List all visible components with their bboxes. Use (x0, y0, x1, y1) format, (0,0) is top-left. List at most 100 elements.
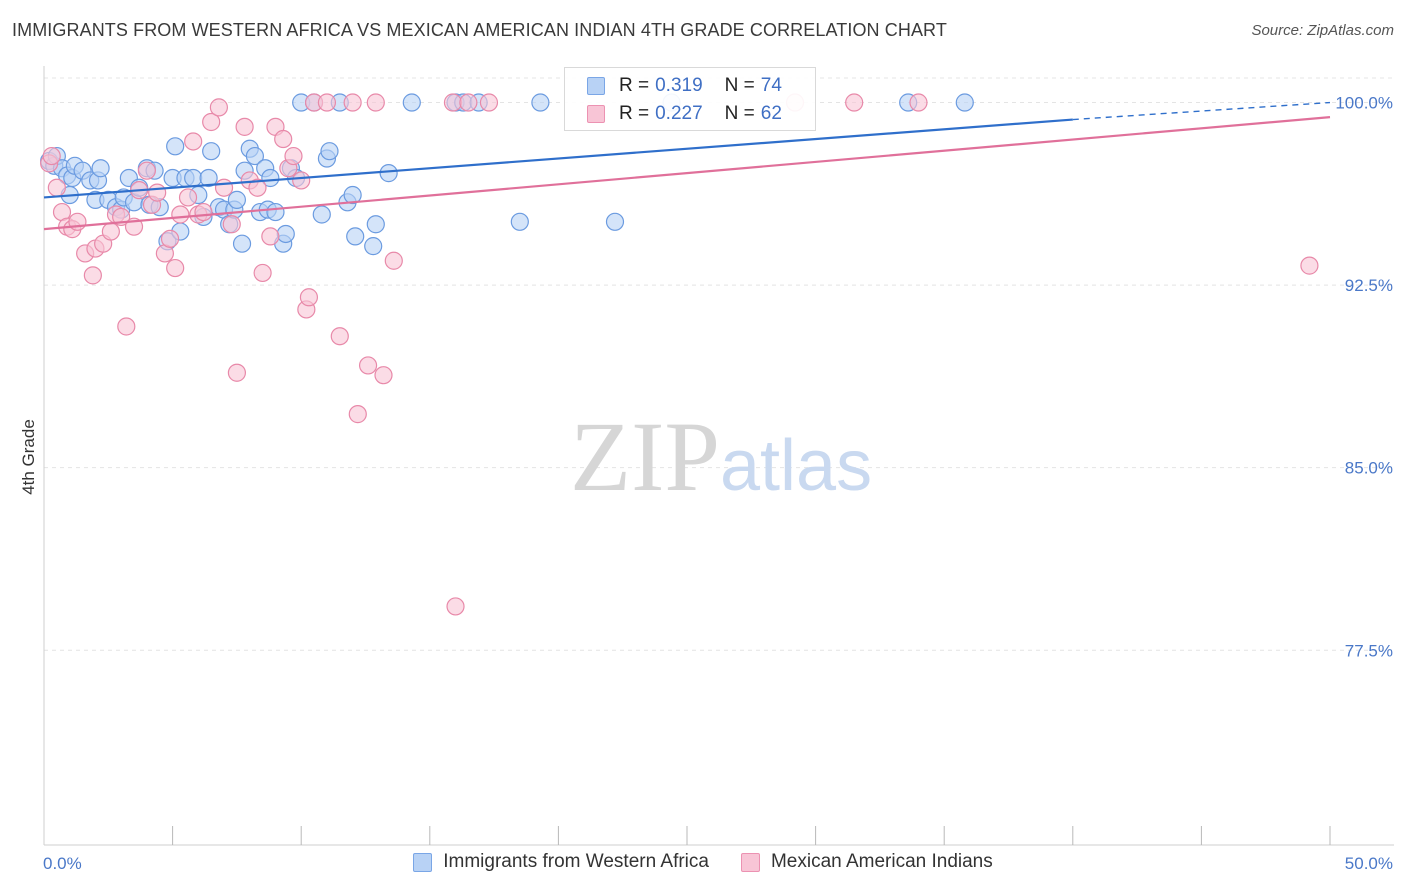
watermark-zip: ZIP (570, 401, 720, 512)
data-point (330, 327, 349, 346)
data-point (42, 146, 61, 166)
legend-swatch-blue (413, 852, 433, 872)
source-label: Source: ZipAtlas.com (1251, 22, 1394, 39)
data-point (227, 190, 246, 209)
legend-item-mexican-american-indians[interactable]: Mexican American Indians (740, 851, 993, 873)
series-mexican-american-indians (40, 93, 1319, 616)
data-point (245, 146, 265, 166)
data-point (605, 212, 625, 231)
data-point (178, 188, 198, 207)
legend-label: Immigrants from Western Africa (443, 851, 709, 872)
data-point (160, 229, 180, 248)
data-point (184, 168, 203, 188)
legend-n-value: 62 (760, 103, 782, 124)
data-point (184, 132, 203, 151)
data-point (320, 142, 339, 161)
data-point (443, 93, 463, 112)
data-point (366, 93, 385, 112)
data-point (202, 112, 221, 132)
data-point (202, 142, 221, 161)
y-tick-label: 92.5% (1345, 276, 1393, 295)
legend-r-value: 0.227 (655, 103, 703, 124)
data-point (137, 161, 156, 180)
data-point (955, 93, 974, 112)
y-tick-label: 77.5% (1345, 641, 1393, 660)
legend-n-value: 74 (760, 75, 782, 96)
data-point (343, 93, 362, 112)
data-point (348, 405, 367, 424)
legend-swatch-pink (587, 105, 605, 123)
data-point (274, 129, 293, 149)
trend-line-mexican-american-indians (43, 116, 1331, 231)
data-point (845, 93, 864, 112)
legend-item-western-africa[interactable]: Immigrants from Western Africa (413, 851, 709, 873)
data-point (199, 168, 218, 188)
legend-r-value: 0.319 (655, 75, 703, 96)
data-point (194, 202, 213, 222)
data-point (366, 215, 385, 234)
data-point (299, 288, 319, 307)
tick-labels: 100.0% 92.5% 85.0% 77.5% 0.0% 50.0% (43, 94, 1393, 873)
data-point (312, 205, 331, 224)
data-point (47, 178, 66, 197)
legend-n-label: N = (724, 75, 755, 96)
data-point (343, 185, 362, 205)
data-point (358, 356, 378, 375)
data-point (235, 117, 254, 136)
data-point (276, 224, 295, 244)
trend-line-western-africa (43, 118, 1073, 199)
data-point (266, 202, 285, 222)
data-point (166, 258, 185, 278)
data-point (101, 222, 120, 241)
chart-title: IMMIGRANTS FROM WESTERN AFRICA VS MEXICA… (12, 20, 947, 40)
data-point (261, 168, 280, 188)
series-western-africa (40, 93, 974, 256)
legend-row-western-africa: R = 0.319 N = 74 (587, 73, 782, 99)
data-point (232, 234, 252, 253)
data-point (222, 215, 241, 234)
data-point (284, 146, 303, 166)
legend-n-label: N = (724, 103, 755, 124)
series-legend: Immigrants from Western Africa Mexican A… (0, 851, 1406, 873)
legend-label: Mexican American Indians (770, 851, 993, 872)
data-point (446, 597, 465, 616)
data-point (148, 183, 167, 202)
y-tick-label: 85.0% (1345, 459, 1393, 478)
data-point (402, 93, 421, 112)
data-point (261, 227, 280, 246)
data-point (374, 366, 393, 385)
data-point (117, 317, 136, 336)
data-point (1300, 256, 1319, 275)
data-point (227, 363, 246, 382)
data-point (214, 178, 234, 197)
data-point (317, 93, 337, 112)
data-point (346, 227, 365, 246)
legend-swatch-blue (587, 77, 605, 95)
trend-line-western-africa-extension (1072, 101, 1331, 121)
data-point (379, 164, 398, 183)
x-tick-label: 50.0% (1345, 854, 1393, 873)
x-tick-label: 0.0% (43, 854, 82, 873)
y-tick-label: 100.0% (1335, 94, 1393, 113)
data-point (479, 93, 499, 112)
trend-lines (43, 101, 1331, 231)
data-point (909, 93, 928, 112)
data-point (171, 205, 190, 224)
axes (43, 66, 1394, 846)
legend-row-mexican-american-indians: R = 0.227 N = 62 (587, 101, 782, 127)
data-point (384, 251, 403, 270)
legend-r-label: R = (619, 103, 650, 124)
data-point (459, 93, 478, 112)
data-point (166, 137, 185, 156)
data-point (531, 93, 550, 112)
data-point (91, 159, 110, 178)
legend-r-label: R = (619, 75, 650, 96)
data-point (253, 263, 272, 283)
legend-swatch-pink (740, 852, 760, 872)
data-point (83, 266, 102, 285)
data-point (292, 171, 311, 190)
data-point (364, 237, 383, 256)
watermark-atlas: atlas (720, 426, 872, 506)
data-point (248, 178, 267, 197)
